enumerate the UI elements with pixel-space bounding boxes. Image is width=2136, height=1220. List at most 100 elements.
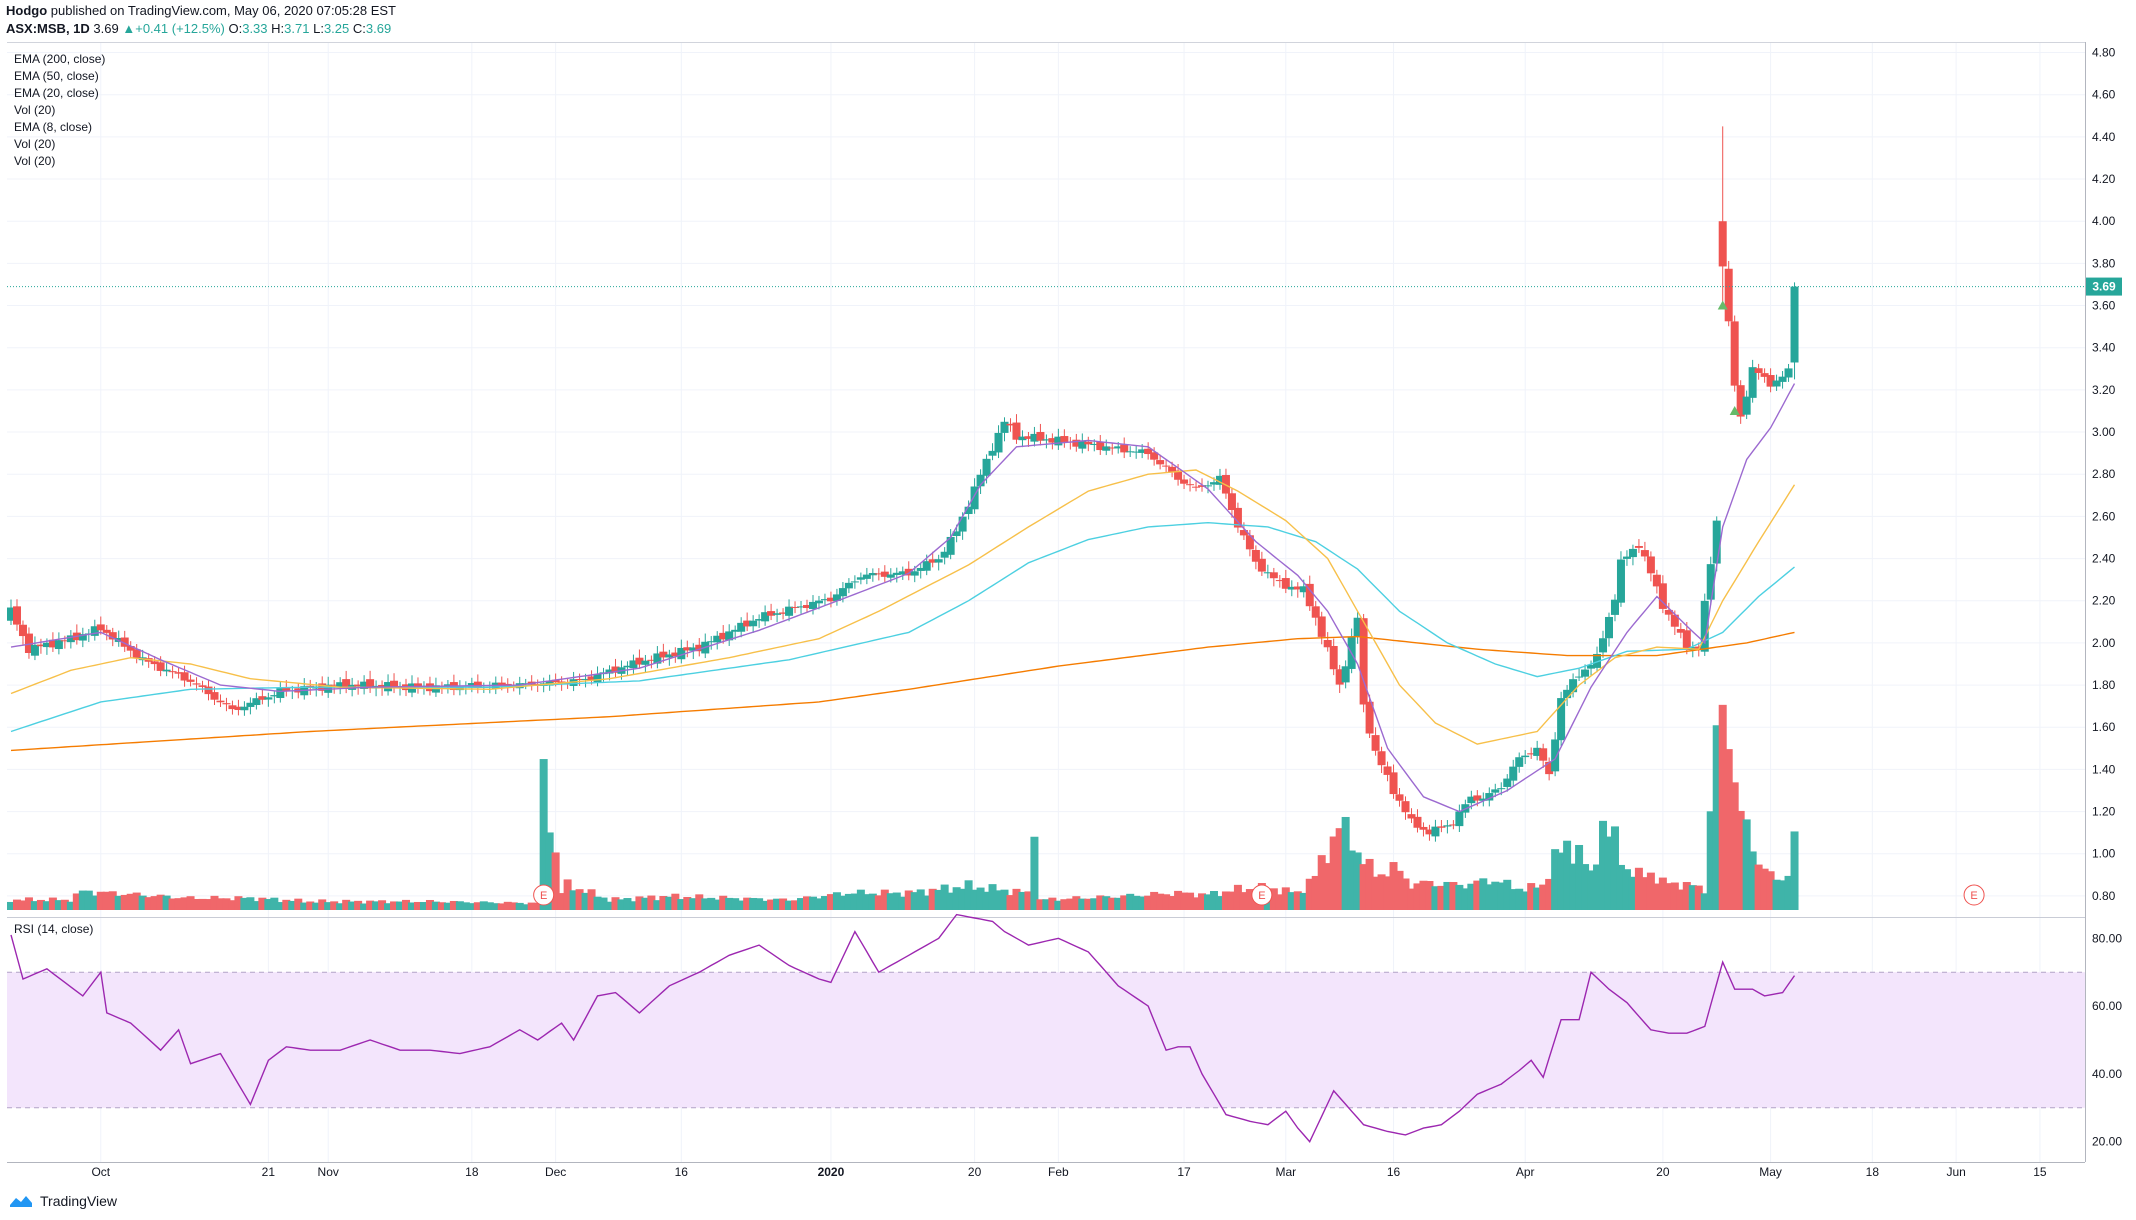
candle-body	[904, 568, 913, 576]
candle-body	[545, 680, 554, 686]
volume-bar	[216, 898, 225, 910]
volume-bar	[449, 900, 458, 910]
volume-bar	[575, 889, 584, 910]
volume-bar	[1150, 891, 1159, 910]
volume-bar	[258, 897, 267, 910]
candle-body	[1060, 436, 1069, 442]
candle-body	[1281, 578, 1290, 589]
candle-body	[641, 660, 650, 665]
volume-bar	[551, 852, 560, 910]
legend-vol-3[interactable]: Vol (20)	[14, 154, 56, 168]
candle-body	[1604, 616, 1613, 639]
volume-bar	[826, 894, 835, 910]
legend-ema20[interactable]: EMA (20, close)	[14, 86, 99, 100]
footer-brand[interactable]: TradingView	[40, 1193, 118, 1209]
volume-bar	[755, 898, 764, 910]
candle-body	[1593, 653, 1602, 668]
volume-bar	[1533, 887, 1542, 910]
volume-bar	[647, 895, 656, 910]
volume-bar	[1096, 895, 1105, 910]
candle-body	[330, 684, 339, 686]
symbol-label[interactable]: ASX:MSB, 1D	[6, 21, 90, 36]
legend-ema50[interactable]: EMA (50, close)	[14, 69, 99, 83]
volume-bar	[659, 895, 668, 910]
volume-bar	[1245, 889, 1254, 910]
volume-bar	[276, 902, 285, 910]
legend-vol-2[interactable]: Vol (20)	[14, 137, 56, 151]
candle-body	[342, 679, 351, 689]
volume-bar	[1168, 896, 1177, 910]
volume-bar	[1551, 849, 1560, 910]
volume-bar	[1431, 886, 1440, 910]
volume-bar	[1012, 888, 1021, 910]
candle-body	[1467, 796, 1476, 804]
candle-body	[162, 669, 171, 672]
candle-body	[198, 685, 207, 687]
candle-body	[240, 706, 249, 711]
volume-bar	[545, 832, 554, 910]
volume-bar	[240, 897, 249, 910]
rsi-tick-label: 60.00	[2092, 999, 2122, 1013]
volume-bar	[360, 903, 369, 910]
candle-body	[814, 600, 823, 604]
volume-bar	[1383, 876, 1392, 910]
volume-bar	[1628, 876, 1637, 910]
markers: 3.69 E E E	[7, 277, 2122, 906]
candle-body	[1425, 829, 1434, 835]
candle-body	[737, 622, 746, 632]
candle-body	[1192, 486, 1201, 488]
rsi-legend[interactable]: RSI (14, close)	[14, 922, 94, 936]
candle-body	[1096, 441, 1105, 451]
time-tick-label: Feb	[1048, 1165, 1069, 1179]
candle-body	[1317, 616, 1326, 637]
close-label: C:	[352, 21, 366, 36]
low-value: 3.25	[323, 21, 350, 36]
volume-bar	[1599, 820, 1608, 910]
candle-body	[683, 647, 692, 651]
candle-body	[1072, 439, 1081, 447]
legend-ema200[interactable]: EMA (200, close)	[14, 52, 106, 66]
tradingview-logo-icon[interactable]	[8, 1193, 34, 1209]
legend-ema8[interactable]: EMA (8, close)	[14, 120, 93, 134]
volume-bar	[330, 901, 339, 910]
candle-body	[150, 661, 159, 665]
volume-bar	[892, 892, 901, 910]
candle-body	[1221, 475, 1230, 494]
volume-bar	[1299, 892, 1308, 910]
candle-body	[1658, 583, 1667, 609]
candle-body	[695, 644, 704, 652]
legend-vol[interactable]: Vol (20)	[14, 103, 56, 117]
volume-bar	[557, 893, 566, 910]
earnings-marker-icon	[1963, 884, 1985, 906]
volume-bars	[7, 704, 1799, 910]
volume-bar	[725, 897, 734, 910]
candle-body	[1251, 549, 1260, 562]
author-name[interactable]: Hodgo	[6, 3, 48, 18]
volume-bar	[1772, 879, 1781, 910]
volume-bar	[7, 901, 15, 910]
volume-bar	[264, 899, 273, 910]
volume-bar	[850, 893, 859, 910]
candle-body	[946, 536, 955, 555]
ema50-line	[10, 521, 1795, 733]
candle-body	[192, 683, 201, 685]
volume-bar	[491, 903, 500, 910]
volume-bar	[1066, 898, 1075, 910]
volume-bar	[767, 899, 776, 910]
price-tick-label: 1.40	[2092, 762, 2116, 776]
volume-bar	[1473, 880, 1482, 910]
volume-bar	[1042, 899, 1051, 910]
pane-divider	[7, 917, 2085, 918]
last-price-label: 3.69	[2092, 280, 2116, 294]
volume-bar	[737, 900, 746, 910]
rsi-band-fill	[7, 972, 2085, 1108]
candle-body	[1557, 698, 1566, 741]
volume-bar	[461, 902, 470, 910]
candle-body	[940, 551, 949, 558]
candle-body	[803, 605, 812, 609]
candle-body	[761, 612, 770, 622]
volume-bar	[246, 897, 255, 910]
candle-body	[1700, 600, 1709, 652]
candle-body	[1730, 321, 1739, 386]
